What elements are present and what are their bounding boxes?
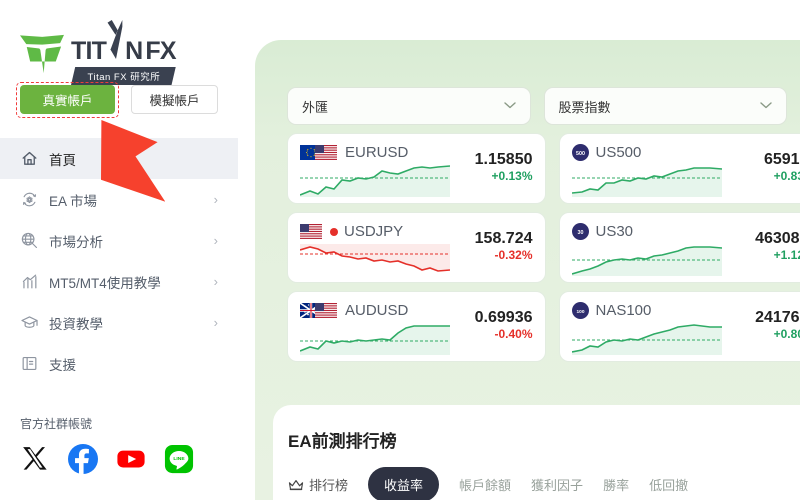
svg-text:LINE: LINE [173,456,185,462]
svg-text:500: 500 [576,151,585,157]
svg-text:100: 100 [576,309,584,315]
svg-text:30: 30 [577,230,583,236]
